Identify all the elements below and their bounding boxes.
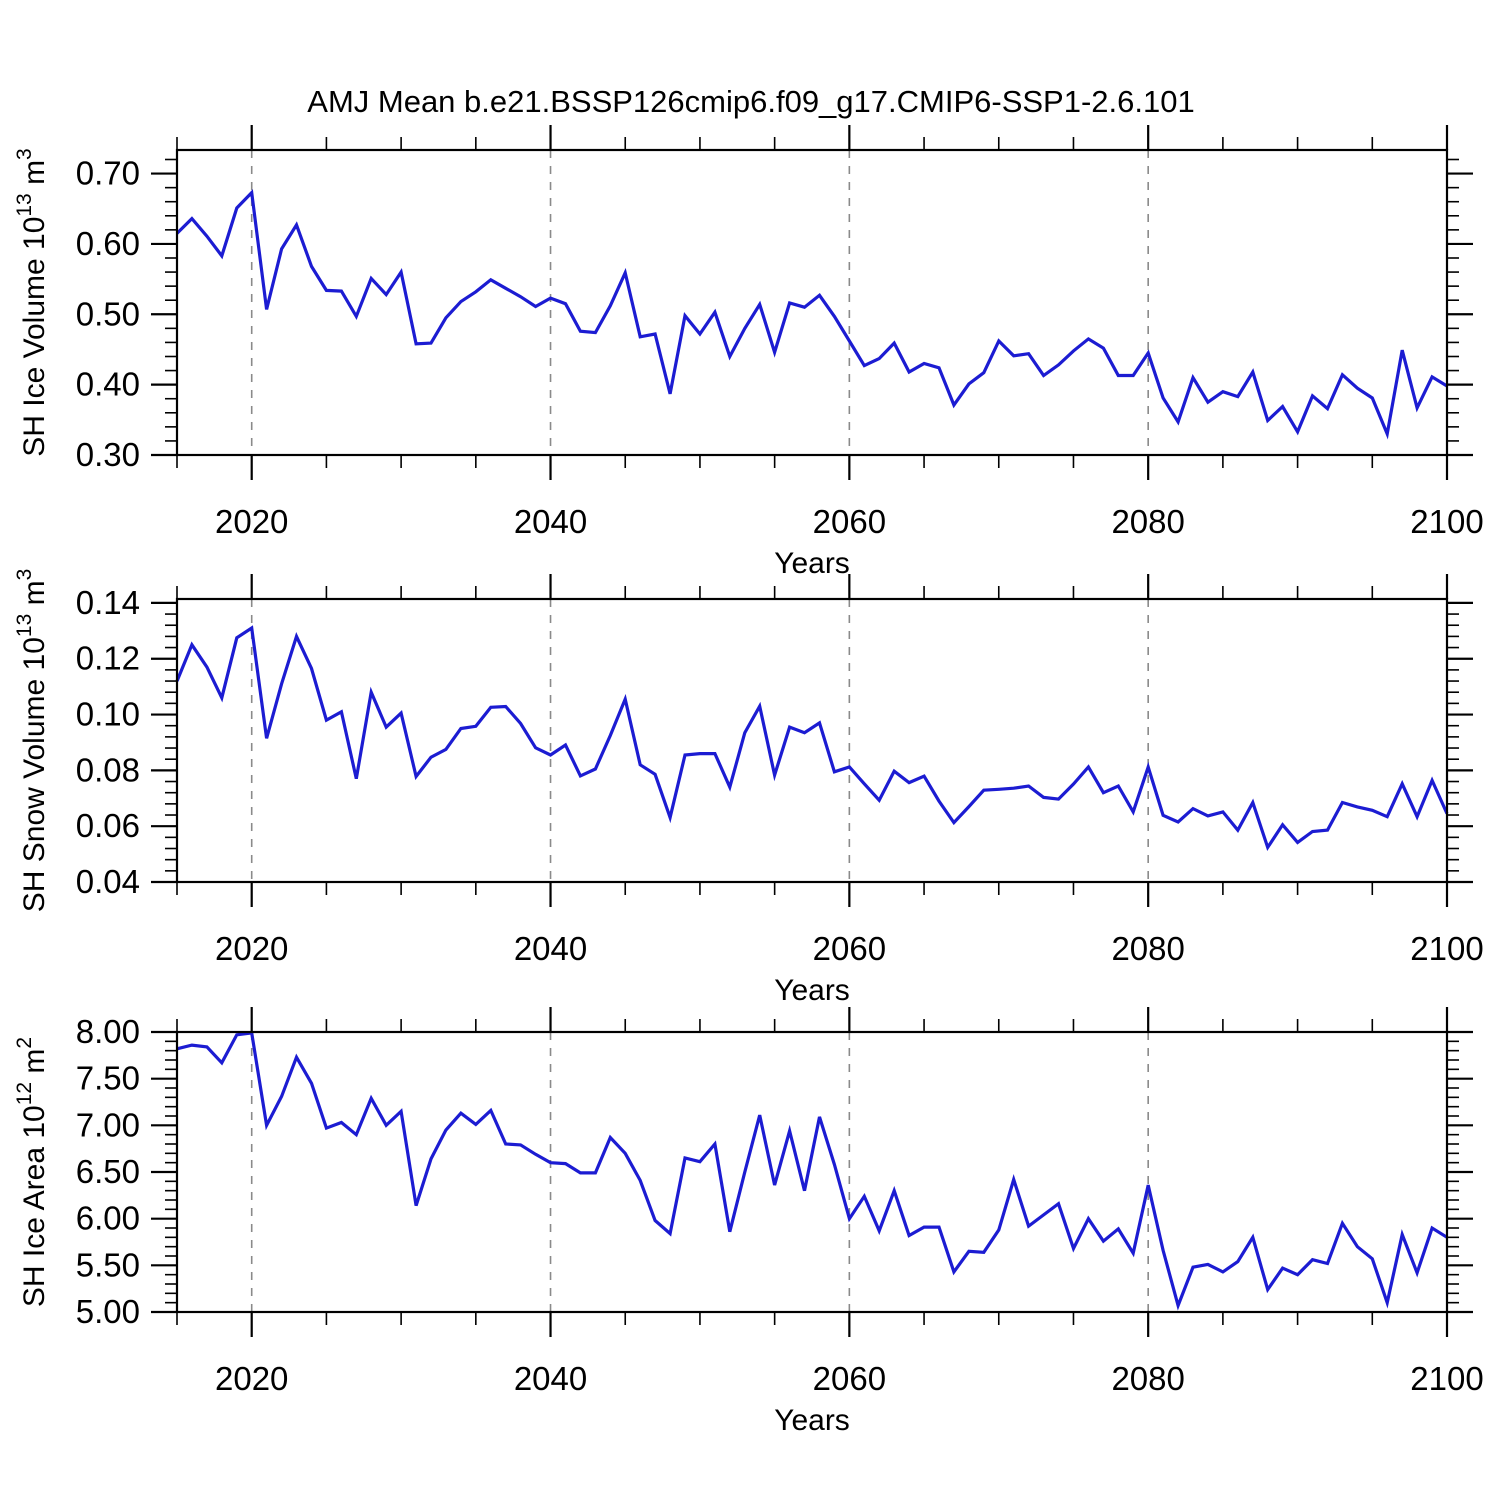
y-tick-label-0.14: 0.14 xyxy=(76,584,140,621)
x-tick-label-2080: 2080 xyxy=(1111,1360,1184,1397)
x-tick-label-2060: 2060 xyxy=(813,503,886,540)
y-axis-title-sh-ice-volume: SH Ice Volume 1013 m3 xyxy=(13,148,51,457)
y-tick-label-0.30: 0.30 xyxy=(76,436,140,473)
x-tick-label-2020: 2020 xyxy=(215,503,288,540)
y-tick-label-0.08: 0.08 xyxy=(76,751,140,788)
y-tick-label-0.60: 0.60 xyxy=(76,225,140,262)
y-tick-label-0.12: 0.12 xyxy=(76,640,140,677)
y-tick-label-7.50: 7.50 xyxy=(76,1060,140,1097)
x-tick-label-2080: 2080 xyxy=(1111,503,1184,540)
x-tick-label-2060: 2060 xyxy=(813,930,886,967)
chart-title: AMJ Mean b.e21.BSSP126cmip6.f09_g17.CMIP… xyxy=(307,84,1194,119)
plot-frame-sh-snow-volume xyxy=(175,597,1449,884)
x-tick-label-2040: 2040 xyxy=(514,1360,587,1397)
y-tick-label-7.00: 7.00 xyxy=(76,1106,140,1143)
x-tick-label-2100: 2100 xyxy=(1410,503,1483,540)
plot-frame-sh-ice-area xyxy=(175,1030,1449,1314)
x-tick-label-2060: 2060 xyxy=(813,1360,886,1397)
y-axis-title-sh-snow-volume: SH Snow Volume 1013 m3 xyxy=(13,569,51,913)
panel-sh-snow-volume: 2020 2040 2060 2080 2100 0.04 0.06 0.08 0.10 0.12… xyxy=(13,569,1484,967)
y-tick-label-0.04: 0.04 xyxy=(76,863,140,900)
y-tick-label-0.70: 0.70 xyxy=(76,155,140,192)
x-tick-label-2040: 2040 xyxy=(514,503,587,540)
x-axis-title-ice-volume: Years xyxy=(774,547,850,580)
y-tick-label-6.50: 6.50 xyxy=(76,1153,140,1190)
x-tick-label-2020: 2020 xyxy=(215,930,288,967)
y-tick-label-6.00: 6.00 xyxy=(76,1200,140,1237)
x-axis-title-ice-area: Years xyxy=(774,1404,850,1437)
x-tick-label-2100: 2100 xyxy=(1410,930,1483,967)
x-tick-label-2100: 2100 xyxy=(1410,1360,1483,1397)
y-tick-label-5.50: 5.50 xyxy=(76,1246,140,1283)
x-axis-title-snow-volume: Years xyxy=(774,974,850,1007)
y-tick-label-0.10: 0.10 xyxy=(76,696,140,733)
series-line-sh-snow-volume xyxy=(175,625,1449,852)
x-tick-label-2020: 2020 xyxy=(215,1360,288,1397)
y-tick-label-0.50: 0.50 xyxy=(76,295,140,332)
plot-frame-sh-ice-volume xyxy=(175,148,1449,457)
series-line-sh-ice-volume xyxy=(175,189,1448,440)
y-tick-label-8.00: 8.00 xyxy=(76,1013,140,1050)
panel-sh-ice-volume: 2020 2040 2060 2080 2100 0.30 0.40 0.50 0.60 0.70… xyxy=(13,125,1484,540)
y-tick-label-5.00: 5.00 xyxy=(76,1293,140,1330)
panel-sh-ice-area: 2020 2040 2060 2080 2100 5.00 5.50 6.00 6.50 7.00… xyxy=(13,1007,1484,1397)
series-line-sh-ice-area xyxy=(176,1031,1448,1311)
y-axis-title-sh-ice-area: SH Ice Area 1012 m2 xyxy=(13,1037,51,1307)
y-tick-label-0.40: 0.40 xyxy=(76,366,140,403)
x-tick-label-2080: 2080 xyxy=(1111,930,1184,967)
x-tick-label-2040: 2040 xyxy=(514,930,587,967)
y-tick-label-0.06: 0.06 xyxy=(76,807,140,844)
